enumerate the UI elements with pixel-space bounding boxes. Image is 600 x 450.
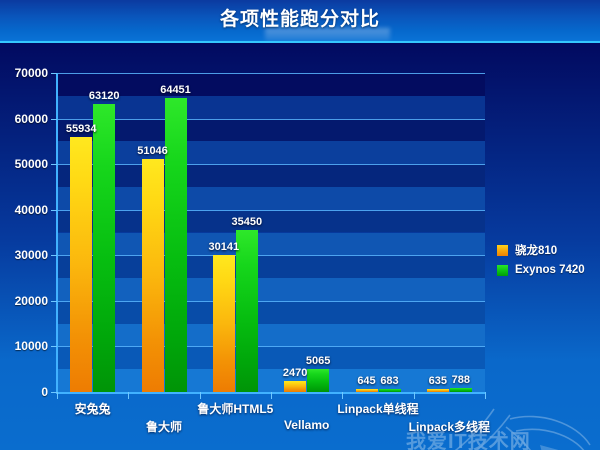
plot-band	[57, 186, 485, 210]
bar-value-label: 30141	[208, 240, 240, 253]
legend-label-exynos: Exynos 7420	[515, 264, 585, 276]
plot-band	[57, 95, 485, 119]
legend-label-snapdragon: 骁龙810	[515, 245, 558, 257]
y-axis-tick	[51, 118, 57, 120]
x-axis-tick	[57, 392, 58, 399]
x-axis-tick	[271, 392, 272, 399]
bar-0[interactable]	[426, 389, 449, 392]
page-title: 各项性能跑分对比	[219, 9, 380, 30]
chart-area: 55934 63120 51046 64451 30141 35450 2470 5065 64…	[0, 43, 600, 450]
plot-band	[57, 232, 485, 256]
y-axis-tick	[51, 73, 57, 74]
bar-1[interactable]	[164, 98, 187, 392]
bar-1[interactable]	[378, 388, 401, 392]
legend-swatch-exynos	[497, 264, 508, 276]
category-label: 鲁大师	[145, 420, 182, 434]
bar-value-label: 635	[428, 375, 447, 388]
bar-value-label: 2470	[282, 366, 308, 379]
y-axis-label: 40000	[14, 202, 48, 217]
bar-value-label: 683	[380, 374, 399, 387]
y-axis-line	[56, 73, 58, 392]
bar-value-label: 51046	[137, 145, 168, 158]
y-axis-tick	[51, 164, 57, 166]
gridline	[57, 73, 485, 74]
bar-0[interactable]	[284, 380, 307, 392]
bar-1[interactable]	[93, 104, 116, 392]
category-label: Linpack多线程	[408, 420, 490, 434]
gridline	[57, 346, 485, 348]
plot-band	[57, 323, 485, 347]
x-axis-tick	[199, 392, 201, 399]
y-axis-label: 60000	[14, 111, 48, 126]
bar-1[interactable]	[235, 230, 258, 392]
bar-1[interactable]	[449, 388, 472, 392]
title-bar: 各项性能跑分对比	[0, 0, 600, 41]
gridline	[57, 118, 485, 120]
bar-0[interactable]	[70, 137, 93, 392]
gridline	[57, 300, 485, 302]
x-axis-tick	[342, 392, 344, 399]
category-label: 安兔兔	[74, 402, 111, 416]
y-axis-label: 20000	[14, 293, 48, 308]
plot-band	[57, 369, 485, 392]
plot-band	[57, 209, 485, 233]
bar-value-label: 64451	[160, 84, 191, 97]
bar-value-label: 63120	[88, 90, 120, 103]
y-axis-label: 50000	[14, 157, 48, 172]
bar-value-label: 5065	[305, 354, 331, 367]
legend-item-1[interactable]: Exynos 7420	[497, 263, 597, 277]
plot-band	[57, 73, 485, 96]
bar-1[interactable]	[307, 368, 330, 392]
plot-band	[57, 278, 485, 301]
plot-band	[57, 164, 485, 187]
category-label: Linpack单线程	[337, 402, 419, 416]
gridline	[57, 255, 485, 257]
legend: 骁龙810 Exynos 7420	[497, 243, 597, 283]
title-glow	[265, 28, 390, 41]
plot-band	[57, 300, 485, 324]
x-axis-tick	[413, 392, 415, 399]
y-axis-tick	[51, 392, 57, 393]
bar-value-label: 35450	[231, 216, 263, 229]
legend-swatch-snapdragon	[497, 244, 508, 256]
plot-band	[57, 346, 485, 370]
y-axis-label: 0	[41, 385, 48, 399]
y-axis-label: 30000	[14, 248, 48, 263]
category-label: 鲁大师HTML5	[197, 402, 274, 416]
bar-value-label: 55934	[65, 123, 97, 136]
gridline	[57, 209, 485, 211]
plot-band	[57, 118, 485, 142]
y-axis-tick	[51, 209, 57, 211]
category-label: Vellamo	[283, 418, 330, 432]
bar-0[interactable]	[355, 389, 378, 392]
bar-0[interactable]	[212, 254, 235, 392]
y-axis-label: 70000	[14, 66, 48, 80]
x-axis-tick	[128, 392, 130, 399]
bar-value-label: 645	[357, 375, 376, 388]
y-axis-tick	[51, 300, 57, 302]
gridline	[57, 164, 485, 166]
legend-item-0[interactable]: 骁龙810	[497, 243, 597, 257]
y-axis-tick	[51, 346, 57, 348]
plot-band	[57, 255, 485, 279]
bar-0[interactable]	[141, 159, 164, 392]
plot-area: 55934 63120 51046 64451 30141 35450 2470 5065 64…	[51, 73, 486, 399]
header-divider	[0, 41, 600, 43]
bar-value-label: 788	[451, 374, 470, 387]
y-axis-label: 10000	[14, 339, 48, 354]
x-axis-tick	[485, 392, 486, 399]
y-axis-tick	[51, 255, 57, 257]
plot-band	[57, 141, 485, 165]
